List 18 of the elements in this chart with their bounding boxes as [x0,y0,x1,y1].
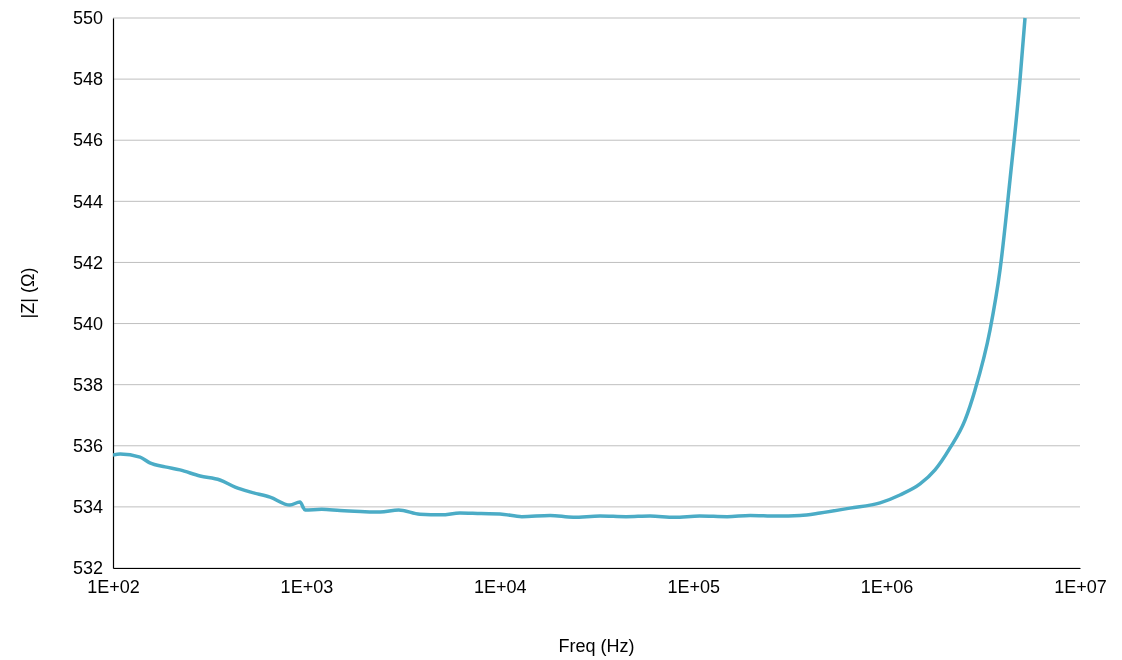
x-tick-label: 1E+04 [474,576,527,597]
x-tick-label: 1E+07 [1054,576,1107,597]
y-tick-label: 550 [72,8,103,29]
y-tick-label: 542 [72,252,103,273]
x-axis-title: Freq (Hz) [558,636,635,656]
x-tick-label: 1E+02 [87,576,140,597]
y-tick-label: 540 [72,313,103,334]
x-tick-label: 1E+05 [667,576,720,597]
y-tick-label: 532 [72,558,103,579]
y-tick-label: 548 [72,69,103,90]
y-tick-label: 544 [72,191,103,212]
y-tick-label: 534 [72,497,103,518]
y-tick-label: 546 [72,130,103,151]
y-tick-label: 536 [72,436,103,457]
y-axis-title: |Z| (Ω) [18,267,38,319]
y-tick-label: 538 [72,374,103,395]
x-tick-label: 1E+06 [860,576,914,597]
x-tick-label: 1E+03 [280,576,334,597]
